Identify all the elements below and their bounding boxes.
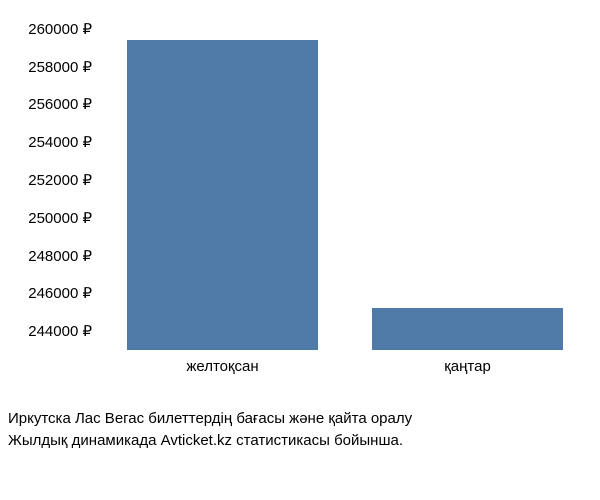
y-tick-label: 250000 ₽ [0, 209, 92, 227]
caption-line-1: Иркутска Лас Вегас билеттердің бағасы жә… [8, 408, 412, 430]
chart-container: 244000 ₽ 246000 ₽ 248000 ₽ 250000 ₽ 252000 ₽… [0, 10, 600, 390]
y-tick-label: 246000 ₽ [0, 284, 92, 302]
y-tick-label: 258000 ₽ [0, 58, 92, 76]
x-tick-label: желтоқсан [186, 358, 258, 375]
y-tick-label: 256000 ₽ [0, 95, 92, 113]
y-tick-label: 254000 ₽ [0, 133, 92, 151]
bar [127, 40, 318, 350]
y-tick-label: 248000 ₽ [0, 247, 92, 265]
chart-caption: Иркутска Лас Вегас билеттердің бағасы жә… [8, 408, 412, 452]
y-tick-label: 260000 ₽ [0, 20, 92, 38]
x-axis: желтоқсан қаңтар [100, 358, 590, 388]
y-tick-label: 244000 ₽ [0, 322, 92, 340]
y-axis: 244000 ₽ 246000 ₽ 248000 ₽ 250000 ₽ 252000 ₽… [0, 10, 100, 350]
bar [372, 308, 563, 350]
y-tick-label: 252000 ₽ [0, 171, 92, 189]
caption-line-2: Жылдық динамикада Avticket.kz статистика… [8, 430, 412, 452]
plot-area [100, 10, 590, 350]
x-tick-label: қаңтар [444, 358, 491, 375]
